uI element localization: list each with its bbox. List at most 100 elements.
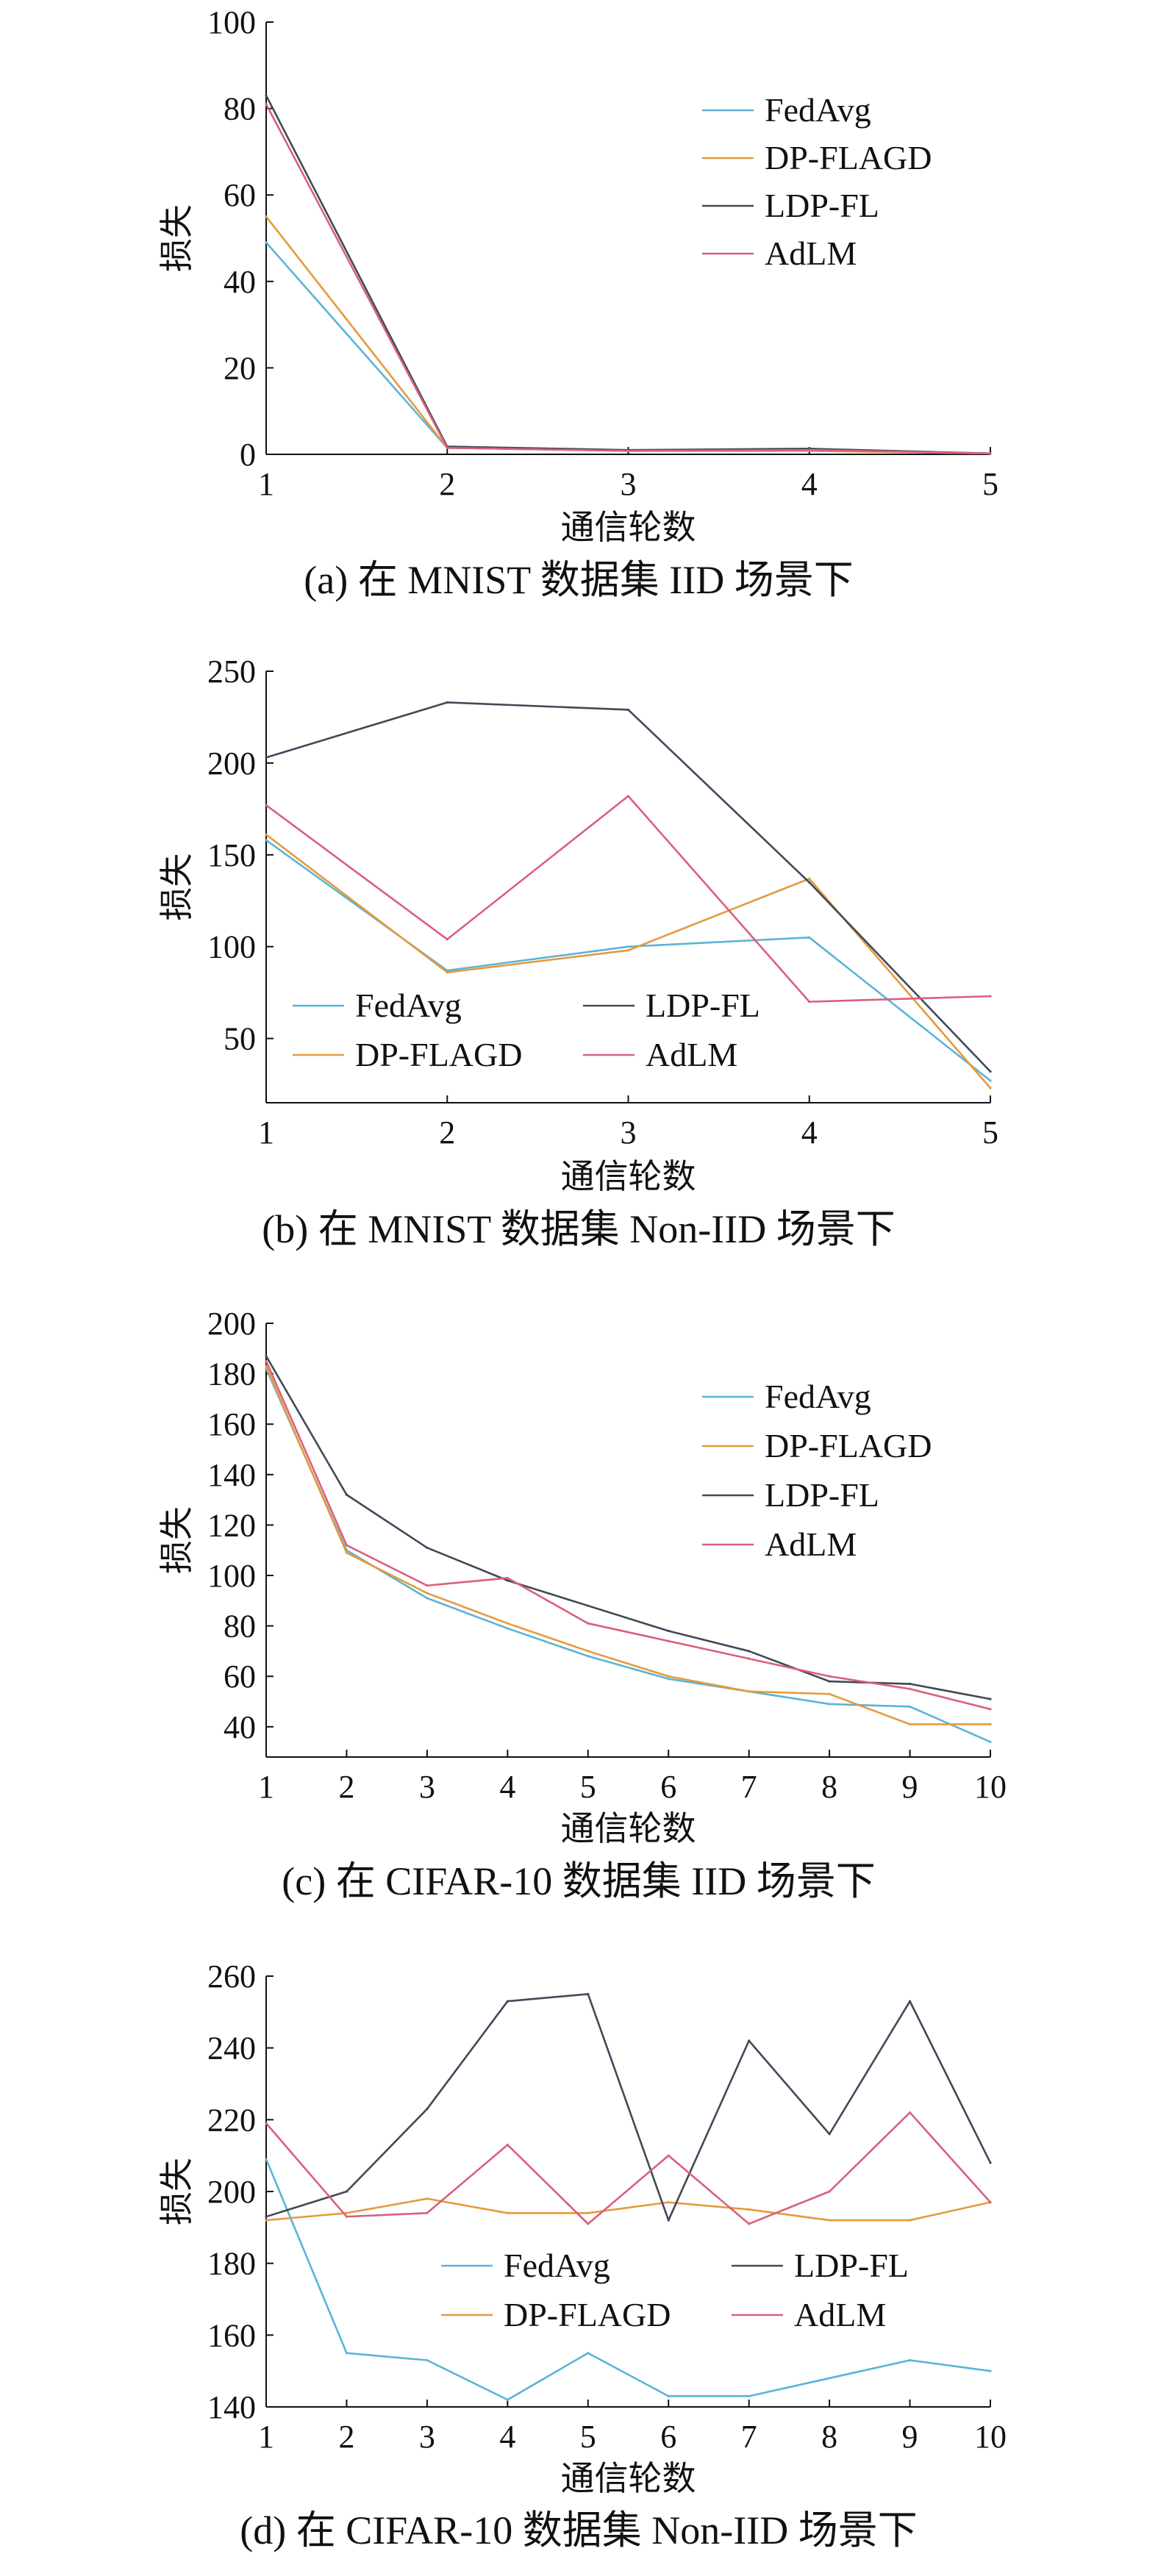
legend-label-ldp-fl: LDP-FL [646,987,760,1024]
data-point [667,2394,670,2397]
series-line-adlm [265,2111,991,2225]
data-point [828,2377,831,2380]
legend-label-adlm: AdLM [765,235,857,272]
legend-label-fedavg: FedAvg [765,1378,871,1415]
data-point [426,1597,429,1600]
data-point [989,1070,992,1073]
data-point [587,2352,590,2355]
data-point [667,1639,670,1642]
data-point [587,2211,590,2214]
legend: FedAvg DP-FLAGD LDP-FL AdLM [702,1378,932,1563]
data-point [828,2190,831,2193]
data-point [265,1364,268,1367]
chart-b: 1 2 3 4 5 50 100 150 200 250 通信轮数 损失 FedAvg LDP-FL DP-… [157,654,998,1251]
data-point [587,1650,590,1653]
y-tick-label: 200 [207,2174,256,2210]
x-tick-label: 3 [419,2419,435,2455]
x-tick-label: 2 [338,2419,354,2455]
data-point [748,1657,751,1660]
y-tick-label: 140 [207,2389,256,2425]
x-tick-label: 1 [258,1115,274,1151]
x-axis-title: 通信轮数 [561,1156,696,1196]
data-point [989,2201,992,2204]
x-tick-label: 2 [439,466,455,502]
y-tick-label: 60 [224,1659,256,1695]
data-point [667,1675,670,1678]
x-tick-label: 9 [902,2419,918,2455]
y-tick-label: 260 [207,1958,256,1994]
data-point [748,2222,751,2225]
data-point [265,756,268,759]
data-point [265,215,268,218]
y-tick-label: 250 [207,654,256,690]
legend-label-fedavg: FedAvg [355,987,462,1024]
y-tick-label: 100 [207,4,256,40]
x-tick-label: 2 [439,1115,455,1151]
data-point [345,2352,349,2355]
data-point [626,949,630,952]
data-point [506,2143,509,2147]
data-point [345,1493,349,1496]
chart-caption: (d) 在 CIFAR-10 数据集 Non-IID 场景下 [240,2508,917,2552]
y-tick-label: 180 [207,1356,256,1392]
legend-label-adlm: AdLM [794,2296,886,2333]
data-point [989,2369,992,2372]
y-tick-label: 40 [224,1709,256,1745]
data-point [506,1576,509,1580]
data-point [506,2398,509,2401]
y-tick-label: 40 [224,264,256,300]
data-point [989,452,992,455]
y-tick-label: 160 [207,1406,256,1442]
x-tick-label: 5 [580,1769,596,1805]
x-tick-label: 5 [982,1115,998,1151]
legend-label-ldp-fl: LDP-FL [765,1476,879,1514]
chart-caption: (c) 在 CIFAR-10 数据集 IID 场景下 [282,1859,875,1903]
x-tick-label: 6 [660,1769,676,1805]
data-point [587,2222,590,2225]
legend-label-fedavg: FedAvg [504,2247,610,2284]
legend: FedAvg DP-FLAGD LDP-FL AdLM [702,91,932,272]
x-tick-label: 5 [982,466,998,502]
data-point [426,2108,429,2111]
data-point [345,1544,349,1547]
legend-label-adlm: AdLM [646,1036,737,1073]
data-point [908,1682,912,1686]
series-line-fedavg [265,2158,991,2401]
data-point [748,1690,751,1693]
data-point [908,2000,912,2003]
x-axis-title: 通信轮数 [561,1808,696,1848]
x-tick-label: 10 [974,1769,1007,1805]
x-tick-label: 7 [741,1769,757,1805]
data-point [446,701,448,704]
y-tick-label: 150 [207,837,256,873]
data-point [808,877,811,880]
data-point [989,2161,992,2164]
x-tick-label: 1 [258,466,274,502]
data-point [426,1546,429,1549]
y-tick-label: 100 [207,929,256,965]
data-point [265,2219,268,2222]
data-point [748,1650,751,1653]
data-point [345,2211,349,2214]
legend-label-ldp-fl: LDP-FL [794,2247,909,2284]
data-point [587,1604,590,1607]
x-tick-label: 3 [419,1769,435,1805]
data-point [626,795,630,798]
y-tick-label: 200 [207,1306,256,1342]
y-tick-label: 50 [224,1021,256,1057]
data-point [446,938,448,941]
y-tick-label: 100 [207,1558,256,1594]
y-tick-label: 180 [207,2246,256,2282]
series-line-fedavg [265,242,991,455]
x-tick-label: 1 [258,1769,274,1805]
legend-label-fedavg: FedAvg [765,91,871,129]
data-point [828,2219,831,2222]
data-point [345,2190,349,2193]
data-point [426,1592,429,1595]
legend-label-dp-flagd: DP-FLAGD [504,2296,671,2333]
data-point [989,1740,992,1744]
data-point [989,1079,992,1082]
data-point [748,2039,751,2042]
data-point [506,2211,509,2214]
